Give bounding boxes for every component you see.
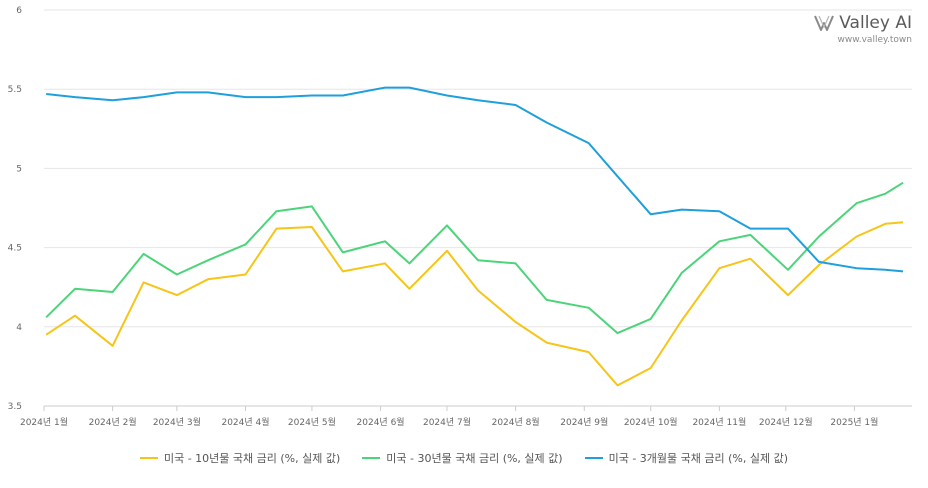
x-axis: 2024년 1월 2024년 2월 2024년 3월 2024년 4월 2024년 5월… [20,405,912,428]
legend-item[interactable]: 미국 - 3개월물 국채 금리 (%, 실제 값) [584,450,788,466]
y-tick-label: 5.5 [8,85,22,95]
valley-logo-icon [814,15,835,31]
legend-label: 미국 - 30년물 국채 금리 (%, 실제 값) [386,452,563,465]
y-tick-label: 4.5 [8,244,22,254]
x-tick-label: 2024년 12월 [759,416,813,428]
y-tick-label: 5 [16,164,22,174]
x-tick-label: 2025년 1월 [830,416,878,428]
x-tick-label: 2024년 1월 [20,416,68,428]
x-tick-label: 2024년 3월 [153,416,201,428]
legend-label: 미국 - 10년물 국채 금리 (%, 실제 값) [163,452,341,465]
grid-lines [44,9,912,407]
legend-item[interactable]: 미국 - 30년물 국채 금리 (%, 실제 값) [362,450,563,466]
series-line-2 [46,86,904,273]
y-axis: 3.5 4 4.5 5 5.5 6 [8,6,23,412]
series-lines [45,86,904,387]
legend-swatch [584,457,603,459]
y-tick-label: 4 [16,323,22,333]
line-chart: 3.544.555.56 2024년 1월 2024년 2월 2024년 3월 202… [8,6,912,428]
legend-label: 미국 - 3개월물 국채 금리 (%, 실제 값) [608,452,788,465]
series-line-1 [45,181,904,335]
brand-url: www.valley.town [837,35,912,45]
chart-legend: 미국 - 10년물 국채 금리 (%, 실제 값) 미국 - 30년물 국채 금리… [0,450,928,466]
series-line-0 [45,221,904,387]
x-tick-label: 2024년 6월 [357,416,405,428]
x-tick-label: 2024년 8월 [492,416,540,428]
x-tick-label: 2024년 9월 [560,416,608,428]
brand-watermark: Valley AI www.valley.town [813,12,912,45]
x-tick-label: 2024년 2월 [89,416,137,428]
y-tick-label: 6 [16,6,22,16]
y-tick-label: 3.5 [8,402,22,412]
x-tick-label: 2024년 7월 [423,416,471,428]
x-tick-label: 2024년 4월 [221,416,269,428]
x-tick-label: 2024년 5월 [288,416,336,428]
x-tick-label: 2024년 10월 [624,416,678,428]
legend-swatch [139,457,158,459]
legend-swatch [362,457,381,459]
x-tick-label: 2024년 11월 [692,416,746,428]
brand-name: Valley AI [839,13,912,33]
legend-item[interactable]: 미국 - 10년물 국채 금리 (%, 실제 값) [139,450,341,466]
